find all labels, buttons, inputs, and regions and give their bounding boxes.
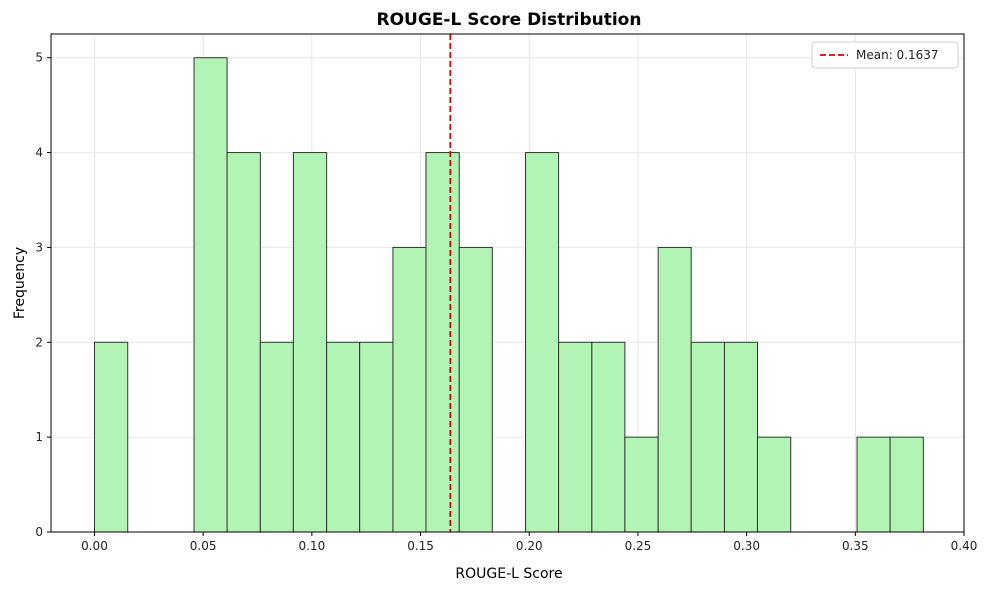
histogram-bar bbox=[558, 341, 593, 533]
chart-title: ROUGE-L Score Distribution bbox=[377, 10, 642, 30]
x-tick-label: 0.10 bbox=[298, 539, 325, 553]
legend-box bbox=[811, 41, 959, 69]
y-tick-label: 5 bbox=[35, 51, 43, 65]
x-tick-label: 0.05 bbox=[190, 539, 217, 553]
histogram-bar bbox=[259, 341, 294, 533]
histogram-bar bbox=[525, 152, 560, 533]
histogram-bar bbox=[292, 152, 328, 533]
histogram-bar bbox=[392, 246, 427, 533]
histogram-bar bbox=[326, 341, 361, 533]
x-axis-ticks: 0.00 0.05 0.10 0.15 0.20 0.25 0.30 0.35 0.40 bbox=[81, 532, 977, 553]
y-tick-label: 3 bbox=[35, 240, 43, 254]
plot-area bbox=[50, 33, 965, 533]
histogram-bar bbox=[93, 341, 129, 533]
histogram-bar bbox=[359, 341, 394, 533]
histogram-bar bbox=[856, 436, 891, 533]
y-tick-label: 4 bbox=[35, 146, 43, 160]
histogram-bar bbox=[624, 436, 659, 533]
x-tick-label: 0.40 bbox=[951, 539, 978, 553]
histogram-bar bbox=[723, 341, 758, 533]
histogram-bar bbox=[226, 152, 261, 533]
histogram-bar bbox=[690, 341, 725, 533]
x-tick-label: 0.25 bbox=[625, 539, 652, 553]
x-tick-label: 0.35 bbox=[842, 539, 869, 553]
y-axis-ticks: 0 1 2 3 4 5 bbox=[35, 51, 51, 539]
y-tick-label: 1 bbox=[35, 430, 43, 444]
histogram-bar bbox=[756, 436, 792, 533]
y-tick-label: 0 bbox=[35, 525, 43, 539]
x-tick-label: 0.20 bbox=[516, 539, 543, 553]
histogram-bar bbox=[591, 341, 626, 533]
histogram-bar bbox=[889, 436, 924, 533]
legend: Mean: 0.1637 bbox=[811, 41, 959, 69]
histogram-bar bbox=[193, 57, 228, 533]
histogram-bar bbox=[657, 246, 692, 533]
x-axis-label: ROUGE-L Score bbox=[455, 566, 562, 582]
legend-mean-label: Mean: 0.1637 bbox=[856, 48, 939, 62]
histogram-bars bbox=[93, 57, 924, 533]
grid-lines bbox=[51, 34, 965, 533]
histogram-bar bbox=[458, 246, 493, 533]
x-tick-label: 0.15 bbox=[407, 539, 434, 553]
y-tick-label: 2 bbox=[35, 335, 43, 349]
x-tick-label: 0.30 bbox=[733, 539, 760, 553]
x-tick-label: 0.00 bbox=[81, 539, 108, 553]
y-axis-label: Frequency bbox=[12, 247, 28, 319]
histogram-bar bbox=[425, 152, 460, 533]
